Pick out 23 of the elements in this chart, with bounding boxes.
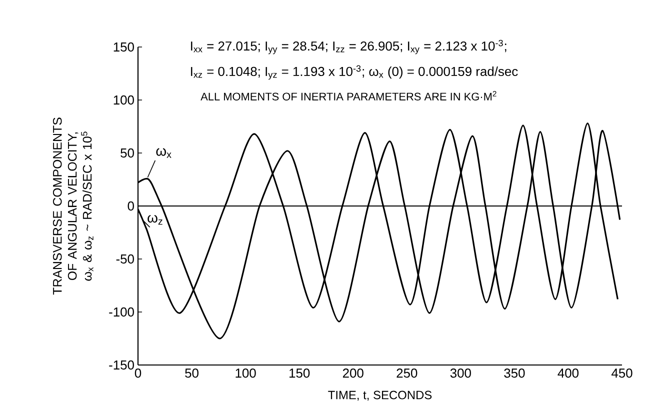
x-tick-label: 450 bbox=[611, 368, 632, 378]
series-label: ω$_{x}$ bbox=[156, 148, 172, 158]
x-tick-label: 0 bbox=[134, 368, 142, 378]
y-tick-label: 150 bbox=[114, 42, 134, 52]
y-tick-label: 0 bbox=[128, 201, 134, 211]
y-tick-label: -150 bbox=[109, 360, 134, 370]
annotation: ALL MOMENTS OF INERTIA PARAMETERS ARE IN KG·M$^{2}$ bbox=[200, 91, 496, 100]
y-tick-label: -100 bbox=[109, 307, 134, 317]
y-tick-label: 50 bbox=[120, 148, 134, 158]
y-tick-label: 100 bbox=[114, 95, 134, 105]
x-axis-title: TIME, t, SECONDS bbox=[328, 390, 432, 401]
x-tick-label: 200 bbox=[342, 368, 364, 378]
text: I$_{xx}$ = 27.015; I$_{yy}$ = 28.54; I$_{zz}$ = 26.905; I$_{xy}$ = 2.123 x 10$^{-3}$; bbox=[191, 40, 506, 54]
x-tick-label: 150 bbox=[290, 368, 310, 378]
x-tick-label: 350 bbox=[504, 368, 525, 378]
x-tick-label: 250 bbox=[396, 368, 418, 378]
text: I$_{xz}$ = 0.1048; I$_{yz}$ = 1.193 x 10$^{-3}$; ω$_{x}$ (0) = 0.000159 rad/sec bbox=[191, 65, 518, 80]
legend-label: ω$_{z}$ bbox=[148, 214, 162, 225]
x-tick-label: 100 bbox=[236, 368, 256, 378]
x-tick-label: 300 bbox=[450, 368, 471, 378]
x-tick-label: 400 bbox=[558, 368, 579, 378]
y-tick-label: -50 bbox=[116, 254, 134, 264]
x-tick-label: 50 bbox=[185, 368, 198, 378]
